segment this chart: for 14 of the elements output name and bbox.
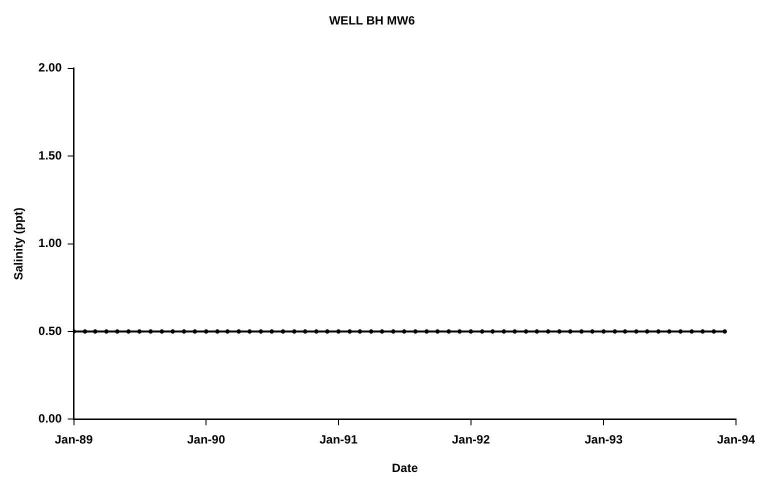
x-tick-label: Jan-92: [452, 432, 490, 447]
y-tick-label: 1.50: [38, 148, 62, 162]
y-tick-label: 2.00: [38, 60, 62, 75]
x-tick-label: Jan-89: [54, 432, 94, 447]
x-tick-label: Jan-90: [187, 432, 226, 447]
x-tick-label: Jan-93: [584, 432, 623, 447]
x-tick-label: Jan-94: [716, 432, 756, 447]
y-axis-title: Salinity (ppt): [12, 207, 26, 280]
y-tick-label: 0.00: [38, 412, 62, 426]
chart-title: WELL BH MW6: [329, 14, 416, 28]
x-axis-title: Date: [392, 461, 418, 476]
y-tick-label: 0.50: [38, 324, 62, 338]
x-tick-label: Jan-91: [319, 432, 358, 447]
y-tick-label: 1.00: [38, 236, 62, 250]
